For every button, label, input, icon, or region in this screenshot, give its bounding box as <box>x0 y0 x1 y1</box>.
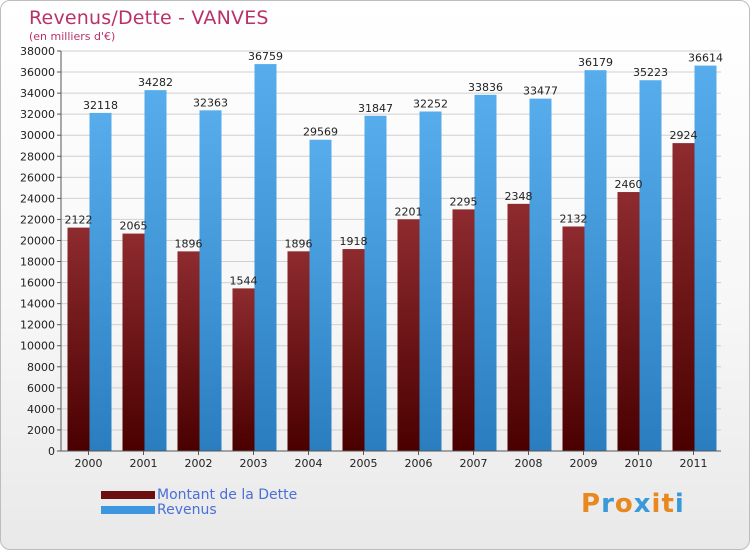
y-tick-label: 0 <box>48 445 55 458</box>
data-label-revenus: 32118 <box>83 99 118 112</box>
y-tick-label: 16000 <box>20 277 55 290</box>
data-label-revenus: 34282 <box>138 76 173 89</box>
chart-subtitle: (en milliers d'€) <box>29 30 116 43</box>
data-label-dette: 2201 <box>395 205 423 218</box>
data-label-dette: 2122 <box>65 214 93 227</box>
y-tick-label: 22000 <box>20 213 55 226</box>
legend-swatch-dette <box>101 490 155 499</box>
bar-dette <box>232 288 255 451</box>
x-tick-label: 2009 <box>570 457 598 470</box>
y-tick-label: 8000 <box>27 361 55 374</box>
x-tick-label: 2005 <box>350 457 378 470</box>
y-tick-label: 24000 <box>20 192 55 205</box>
y-tick-label: 20000 <box>20 234 55 247</box>
logo-letter: r <box>601 489 615 519</box>
data-label-revenus: 36759 <box>248 50 283 63</box>
data-label-dette: 1918 <box>340 235 368 248</box>
data-label-revenus: 31847 <box>358 102 393 115</box>
y-tick-label: 30000 <box>20 129 55 142</box>
bar-revenus <box>694 65 717 451</box>
bar-dette <box>67 227 90 451</box>
data-label-dette: 1896 <box>285 237 313 250</box>
y-tick-label: 26000 <box>20 171 55 184</box>
bar-revenus <box>144 90 167 451</box>
y-tick-label: 10000 <box>20 340 55 353</box>
bar-revenus <box>474 94 497 452</box>
x-tick-label: 2010 <box>625 457 653 470</box>
data-label-dette: 2132 <box>560 212 588 225</box>
data-label-dette: 1544 <box>230 274 258 287</box>
data-label-revenus: 36179 <box>578 56 613 69</box>
proxiti-logo: Proxiti <box>581 489 685 519</box>
bar-dette <box>397 219 420 451</box>
y-tick-label: 6000 <box>27 382 55 395</box>
x-tick-label: 2011 <box>680 457 708 470</box>
legend-label-dette: Montant de la Dette <box>157 486 298 503</box>
data-label-dette: 2924 <box>670 129 698 142</box>
y-tick-label: 18000 <box>20 256 55 269</box>
logo-letter: x <box>633 489 652 519</box>
x-tick-label: 2004 <box>295 457 323 470</box>
legend-swatch-revenus <box>101 505 155 514</box>
legend-label-revenus: Revenus <box>157 501 217 518</box>
x-tick-label: 2007 <box>460 457 488 470</box>
bar-dette <box>177 251 200 451</box>
data-label-revenus: 35223 <box>633 66 668 79</box>
bar-revenus <box>419 111 442 452</box>
logo-letter: P <box>581 489 602 519</box>
y-tick-label: 34000 <box>20 87 55 100</box>
y-tick-label: 14000 <box>20 298 55 311</box>
x-tick-label: 2006 <box>405 457 433 470</box>
x-tick-label: 2001 <box>130 457 158 470</box>
bar-dette <box>562 226 585 451</box>
chart-title: Revenus/Dette - VANVES <box>29 7 269 29</box>
legend-item-revenus: Revenus <box>101 501 297 518</box>
logo-letter: t <box>661 489 675 519</box>
bar-dette <box>287 251 310 451</box>
x-tick-label: 2000 <box>75 457 103 470</box>
data-label-revenus: 32252 <box>413 98 448 111</box>
data-label-dette: 1896 <box>175 237 203 250</box>
bar-dette <box>122 233 145 451</box>
bar-revenus <box>584 70 607 451</box>
data-label-revenus: 33836 <box>468 81 503 94</box>
y-tick-label: 2000 <box>27 424 55 437</box>
data-label-dette: 2348 <box>505 190 533 203</box>
bar-dette <box>452 209 475 451</box>
y-tick-label: 32000 <box>20 108 55 121</box>
bar-revenus <box>309 139 332 451</box>
bar-dette <box>342 249 365 451</box>
bar-revenus <box>199 110 222 451</box>
bar-dette <box>617 192 640 451</box>
x-tick-label: 2002 <box>185 457 213 470</box>
data-label-dette: 2295 <box>450 195 478 208</box>
logo-letter: o <box>614 489 634 519</box>
bar-dette <box>672 143 695 451</box>
logo-letter: i <box>651 489 662 519</box>
legend: Montant de la Dette Revenus <box>101 486 298 518</box>
logo-letter: i <box>674 489 685 519</box>
y-tick-label: 38000 <box>20 45 55 58</box>
y-tick-label: 28000 <box>20 150 55 163</box>
data-label-revenus: 33477 <box>523 85 558 98</box>
data-label-revenus: 32363 <box>193 96 228 109</box>
bar-revenus <box>254 64 277 451</box>
y-tick-label: 12000 <box>20 319 55 332</box>
bar-dette <box>507 203 530 451</box>
x-tick-label: 2003 <box>240 457 268 470</box>
data-label-dette: 2065 <box>120 220 148 233</box>
x-tick-label: 2008 <box>515 457 543 470</box>
bar-revenus <box>639 80 662 452</box>
legend-item-dette: Montant de la Dette <box>101 486 298 503</box>
bar-revenus <box>364 115 387 451</box>
bar-revenus <box>89 112 112 452</box>
data-label-revenus: 36614 <box>688 52 723 65</box>
y-tick-label: 4000 <box>27 403 55 416</box>
y-tick-label: 36000 <box>20 66 55 79</box>
data-label-dette: 2460 <box>615 178 643 191</box>
data-label-revenus: 29569 <box>303 126 338 139</box>
bar-revenus <box>529 98 552 451</box>
